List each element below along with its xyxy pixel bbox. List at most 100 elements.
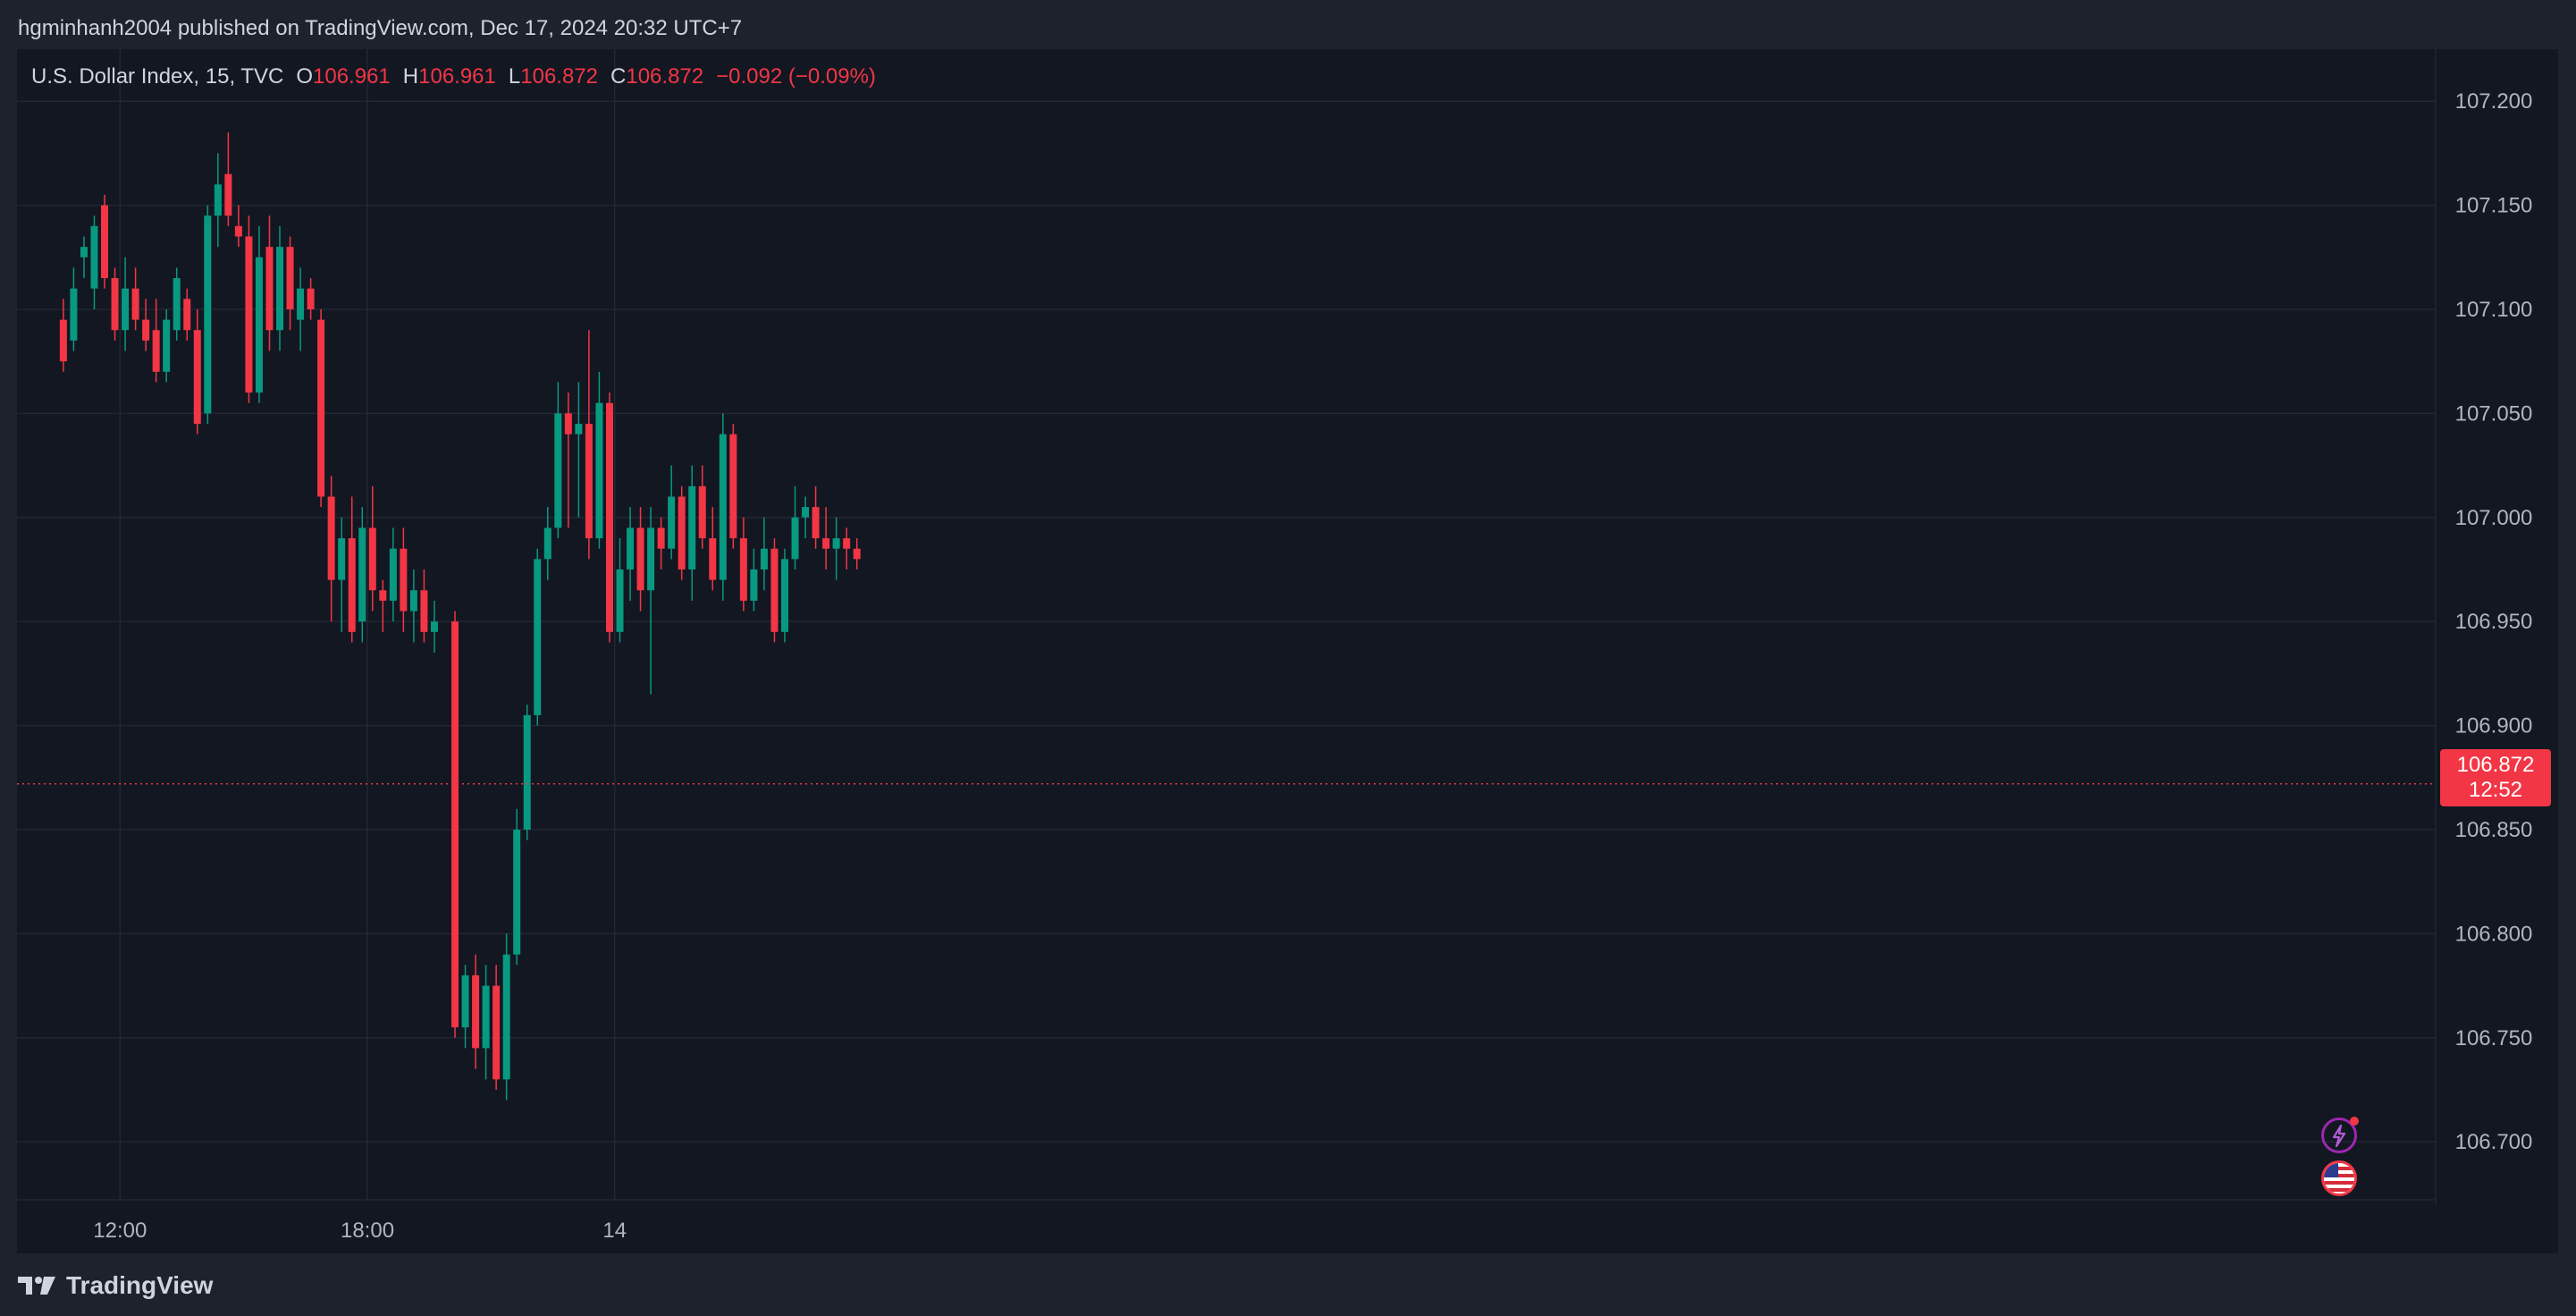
candle-up: [616, 569, 624, 632]
candle-down: [152, 330, 160, 372]
lightning-icon[interactable]: [2321, 1117, 2359, 1153]
legend-high-label: H: [402, 64, 419, 89]
candle-down: [698, 485, 706, 539]
y-tick-label: 106.850: [2455, 818, 2533, 842]
chart-pane[interactable]: [17, 49, 2558, 1253]
legend-change: −0.092 (−0.09%): [716, 64, 876, 89]
candle-up: [802, 507, 810, 518]
y-tick-label: 106.700: [2455, 1130, 2533, 1154]
candle-down: [286, 247, 294, 309]
candle-down: [605, 402, 613, 632]
notification-dot: [2350, 1117, 2359, 1126]
candle-down: [142, 319, 150, 341]
candle-down: [234, 225, 242, 237]
legend-open-value: 106.961: [313, 64, 391, 89]
candle-down: [111, 278, 119, 331]
last-price-badge: 106.872 12:52: [2440, 749, 2551, 806]
candle-up: [750, 569, 758, 601]
candle-up: [534, 559, 542, 715]
candle-up: [430, 621, 438, 632]
candle-up: [122, 288, 130, 331]
footer-brand-label: TradingView: [66, 1271, 214, 1299]
footer-brand[interactable]: TradingView: [18, 1268, 213, 1303]
candle-down: [853, 548, 861, 560]
candle-up: [668, 496, 676, 549]
candle-up: [90, 225, 98, 289]
candle-down: [451, 621, 459, 1028]
legend-close-label: C: [610, 64, 627, 89]
candle-down: [265, 247, 274, 331]
candle-down: [739, 538, 747, 601]
legend-low-value: 106.872: [520, 64, 599, 89]
candle-down: [193, 330, 201, 425]
y-tick-label: 107.000: [2455, 506, 2533, 530]
x-tick-label: 12:00: [93, 1219, 147, 1243]
price-axis[interactable]: 107.200 107.150 107.100 107.050 107.000 106.9…: [2455, 89, 2533, 1154]
x-tick-label: 18:00: [341, 1219, 394, 1243]
bar-countdown: 12:52: [2468, 778, 2523, 802]
publish-info: hgminhanh2004 published on TradingView.c…: [18, 16, 743, 40]
us-flag-icon[interactable]: [2321, 1160, 2357, 1196]
candle-down: [379, 590, 387, 601]
legend-open-label: O: [296, 64, 314, 89]
candle-down: [564, 413, 572, 434]
candle-up: [338, 538, 346, 580]
legend-close-value: 106.872: [626, 64, 704, 89]
candle-up: [255, 257, 263, 393]
candle-down: [729, 434, 737, 539]
candle-down: [420, 590, 428, 632]
candle-up: [554, 413, 562, 528]
symbol-legend: U.S. Dollar Index, 15, TVC O106.961 H106.9…: [31, 59, 876, 95]
y-tick-label: 107.100: [2455, 298, 2533, 322]
candle-up: [214, 184, 222, 216]
candle-up: [276, 247, 284, 331]
legend-low-label: L: [508, 64, 521, 89]
candle-up: [595, 402, 603, 539]
candle-down: [327, 496, 335, 580]
y-tick-label: 107.150: [2455, 194, 2533, 218]
candle-up: [627, 527, 635, 569]
y-tick-label: 106.950: [2455, 610, 2533, 634]
candle-up: [513, 829, 521, 955]
candle-up: [163, 319, 171, 372]
tradingview-logo-icon: [18, 1277, 55, 1295]
chart-grid: [17, 49, 2437, 1204]
candle-down: [317, 319, 325, 497]
candle-up: [502, 954, 510, 1080]
candle-up: [482, 985, 490, 1049]
y-tick-label: 106.800: [2455, 922, 2533, 946]
candle-up: [688, 485, 696, 569]
candle-down: [131, 288, 139, 320]
candle-down: [183, 299, 191, 331]
candle-up: [389, 548, 397, 601]
candle-down: [585, 424, 593, 539]
candle-up: [204, 215, 212, 414]
candle-up: [297, 288, 305, 320]
candle-up: [780, 559, 788, 632]
candle-up: [70, 288, 78, 341]
candle-up: [791, 517, 799, 560]
candle-up: [409, 590, 417, 612]
legend-symbol[interactable]: U.S. Dollar Index, 15, TVC: [31, 64, 284, 89]
candle-down: [245, 236, 253, 393]
candle-down: [709, 538, 717, 580]
time-axis[interactable]: 12:0018:00141612:0018:001706:0012:0018:0…: [93, 1219, 2576, 1243]
candle-down: [636, 527, 644, 591]
candle-up: [523, 714, 531, 830]
candle-down: [657, 527, 665, 549]
candle-up: [575, 424, 583, 434]
candle-up: [760, 548, 768, 569]
candle-down: [400, 548, 408, 612]
candle-down: [822, 538, 830, 549]
candle-up: [543, 527, 551, 560]
candle-down: [472, 974, 480, 1049]
candle-down: [812, 507, 820, 539]
candle-down: [224, 173, 232, 216]
candle-down: [492, 985, 501, 1080]
candle-up: [358, 527, 366, 622]
candle-down: [59, 319, 67, 362]
candle-up: [173, 278, 181, 331]
candle-down: [101, 205, 109, 279]
